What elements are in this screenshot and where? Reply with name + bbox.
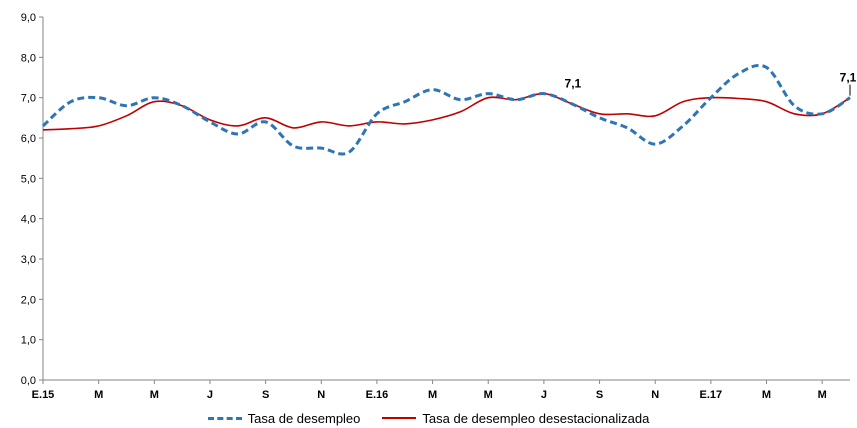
series-line-seasonally-adjusted <box>42 92 851 131</box>
x-tick-label: N <box>317 389 325 401</box>
x-tick-label: M <box>94 389 103 401</box>
y-tick-label: 2,0 <box>21 294 36 306</box>
y-tick-label: 8,0 <box>21 52 36 64</box>
y-tick-label: 0,0 <box>21 375 36 387</box>
x-tick-label: J <box>541 389 547 401</box>
x-tick-label: E.16 <box>366 389 389 401</box>
legend-swatch-dashed <box>207 416 242 420</box>
y-tick-label: 7,0 <box>21 93 36 105</box>
x-tick-label: E.15 <box>32 389 55 401</box>
data-label-jun-2017: 7,1 <box>840 71 857 85</box>
legend-item-seasonally-adjusted: Tasa de desempleo desestacionalizada <box>382 411 649 426</box>
y-tick-label: 4,0 <box>21 214 36 226</box>
x-tick-label: S <box>596 389 603 401</box>
x-tick-label: M <box>150 389 159 401</box>
y-tick-label: 1,0 <box>21 335 36 347</box>
line-chart: 0,0 1,0 2,0 3,0 4,0 5,0 6,0 7,0 8,0 9,0 E.15 M M J S N… <box>21 12 857 401</box>
x-tick-label: M <box>818 389 827 401</box>
y-tick-label: 6,0 <box>21 133 36 145</box>
y-axis: 0,0 1,0 2,0 3,0 4,0 5,0 6,0 7,0 8,0 9,0 <box>21 12 44 387</box>
y-tick-label: 5,0 <box>21 173 36 185</box>
series-layer <box>41 63 851 156</box>
x-tick-label: N <box>651 389 659 401</box>
y-tick-label: 9,0 <box>21 12 36 24</box>
legend-label-seasonally-adjusted: Tasa de desempleo desestacionalizada <box>422 410 650 426</box>
y-tick-label: 3,0 <box>21 254 36 266</box>
legend-swatch-solid <box>382 417 417 419</box>
x-tick-label: S <box>262 389 269 401</box>
legend-item-unemployment: Tasa de desempleo <box>207 410 361 426</box>
x-tick-label: M <box>428 389 437 401</box>
x-tick-label: M <box>762 389 771 401</box>
data-label-jul-2016: 7,1 <box>565 77 582 91</box>
data-label-layer: 7,1 7,1 <box>565 71 857 96</box>
x-tick-label: J <box>207 389 213 401</box>
series-line-unemployment <box>41 63 851 156</box>
legend: Tasa de desempleo Tasa de desempleo dese… <box>0 408 857 428</box>
x-tick-label: M <box>484 389 493 401</box>
x-tick-label: E.17 <box>700 389 723 401</box>
legend-label-unemployment: Tasa de desempleo <box>247 410 361 426</box>
